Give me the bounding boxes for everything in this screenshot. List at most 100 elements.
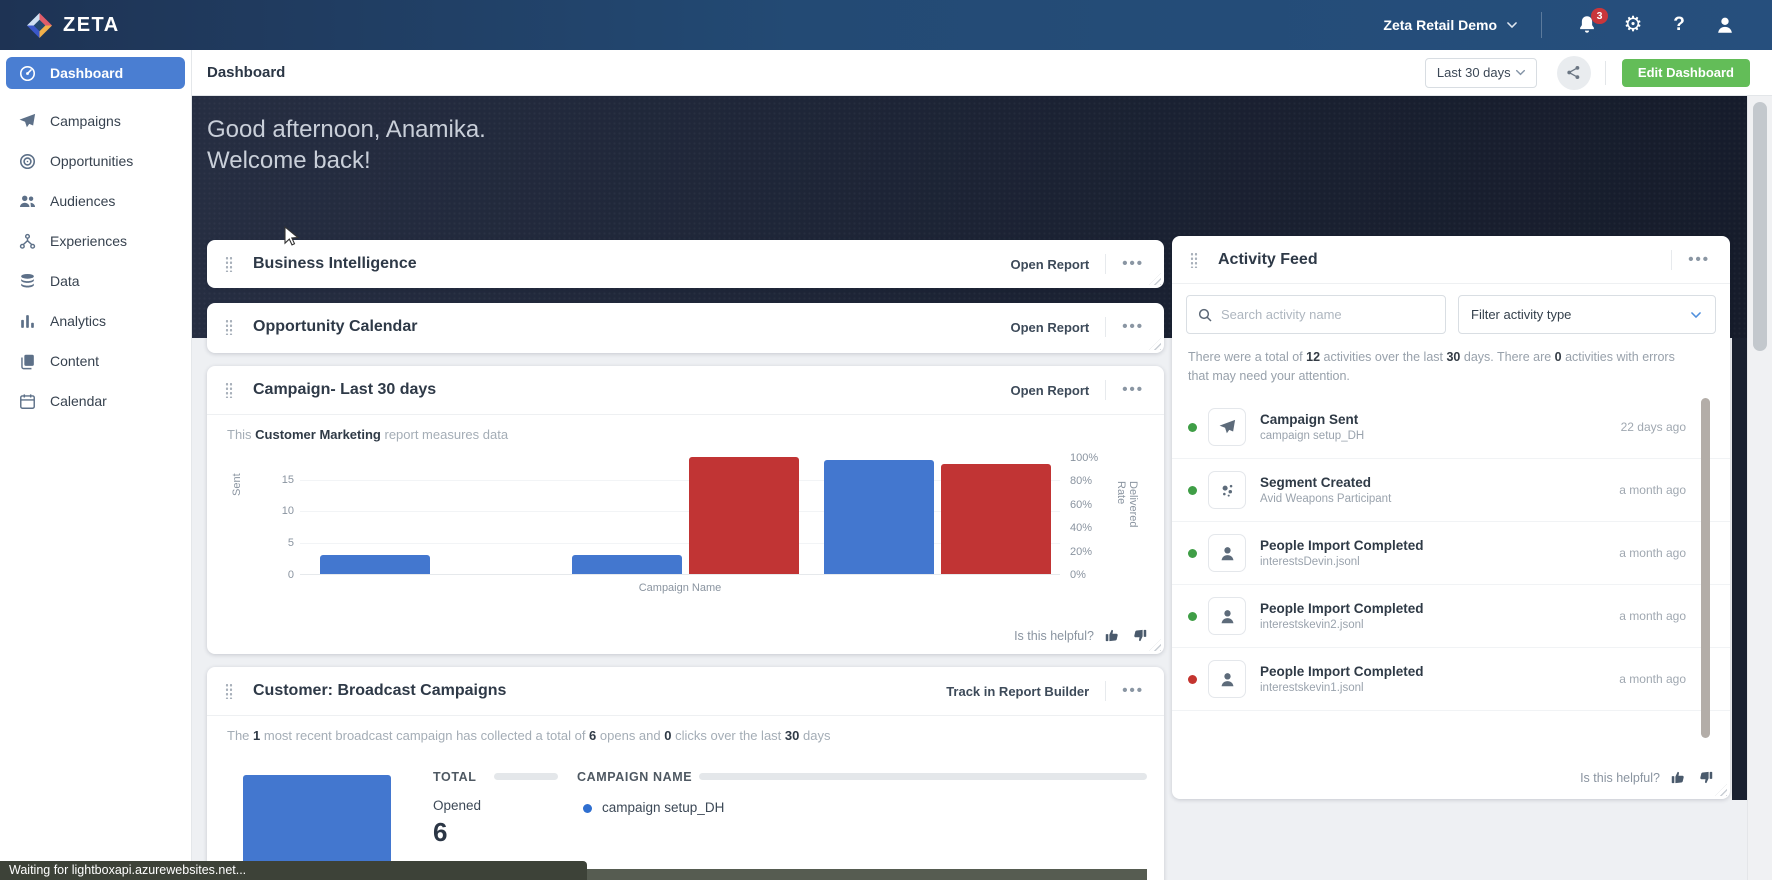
page-scrollbar-thumb[interactable]: [1753, 102, 1767, 351]
thumbs-up-icon[interactable]: [1104, 627, 1121, 644]
activity-time: a month ago: [1619, 483, 1686, 497]
person-icon: [1208, 534, 1246, 572]
sent-bar[interactable]: [320, 554, 430, 574]
activity-filter-select[interactable]: Filter activity type: [1458, 295, 1716, 334]
drag-handle-icon[interactable]: [1190, 251, 1198, 268]
activity-title: People Import Completed: [1260, 538, 1424, 553]
calendar-icon: [18, 392, 37, 411]
thumbs-up-icon[interactable]: [1670, 769, 1687, 786]
track-in-report-builder-link[interactable]: Track in Report Builder: [946, 683, 1090, 699]
activity-list: Campaign Sent campaign setup_DH 22 days ag…: [1172, 396, 1730, 711]
activity-filter-value: Filter activity type: [1471, 307, 1572, 322]
share-icon: [1565, 64, 1582, 81]
sidebar-item-data[interactable]: Data: [0, 261, 191, 301]
card-menu-button[interactable]: •••: [1122, 381, 1144, 398]
date-range-select[interactable]: Last 30 days: [1424, 57, 1537, 88]
x-axis-label: Campaign Name: [638, 582, 722, 594]
segment-icon: [1208, 471, 1246, 509]
settings-button[interactable]: ⚙: [1622, 14, 1644, 36]
sent-bar[interactable]: [824, 459, 934, 574]
delivered-rate-bar[interactable]: [941, 464, 1051, 574]
edit-dashboard-button[interactable]: Edit Dashboard: [1621, 58, 1750, 87]
open-report-link[interactable]: Open Report: [1010, 256, 1090, 272]
activity-item[interactable]: People Import Completed interestskevin2.j…: [1172, 585, 1730, 648]
helpful-row: Is this helpful?: [1580, 769, 1714, 786]
card-menu-button[interactable]: •••: [1122, 255, 1144, 272]
campaign-name-label: CAMPAIGN NAME: [577, 770, 693, 784]
card-title: Business Intelligence: [253, 255, 417, 272]
help-button[interactable]: ?: [1668, 14, 1690, 36]
thumbs-down-icon[interactable]: [1131, 627, 1148, 644]
hierarchy-icon: [18, 232, 37, 251]
resize-handle[interactable]: [1149, 639, 1161, 651]
page-scrollbar[interactable]: [1747, 96, 1772, 880]
activity-time: a month ago: [1619, 546, 1686, 560]
sidebar-item-analytics[interactable]: Analytics: [0, 301, 191, 341]
drag-handle-icon[interactable]: [225, 319, 233, 335]
sidebar-item-dashboard[interactable]: Dashboard: [6, 57, 185, 89]
open-report-link[interactable]: Open Report: [1010, 319, 1090, 335]
opened-label: Opened: [433, 798, 482, 813]
status-dot-success: [1188, 485, 1197, 495]
page-title: Dashboard: [207, 64, 286, 81]
y2-axis-tick: 60%: [1070, 498, 1093, 511]
sidebar-item-opportunities[interactable]: Opportunities: [0, 141, 191, 181]
y2-axis-tick: 80%: [1070, 475, 1093, 488]
notifications-button[interactable]: 3: [1576, 8, 1608, 36]
activity-feed-title: Activity Feed: [1218, 250, 1318, 268]
card-title: Opportunity Calendar: [253, 318, 418, 335]
date-range-value: Last 30 days: [1436, 65, 1511, 80]
activity-item[interactable]: Segment Created Avid Weapons Participant a…: [1172, 459, 1730, 522]
sidebar-item-content[interactable]: Content: [0, 341, 191, 381]
share-button[interactable]: [1556, 55, 1591, 90]
drag-handle-icon[interactable]: [225, 683, 233, 699]
activity-item[interactable]: Campaign Sent campaign setup_DH 22 days ag…: [1172, 396, 1730, 459]
card-title: Customer: Broadcast Campaigns: [253, 682, 507, 699]
sidebar-item-label: Campaigns: [50, 113, 121, 129]
sidebar-item-campaigns[interactable]: Campaigns: [0, 101, 191, 141]
chevron-down-icon: [1514, 66, 1527, 79]
zeta-logo[interactable]: ZETA: [26, 12, 120, 39]
resize-handle[interactable]: [1715, 784, 1727, 796]
gridline: [300, 511, 1060, 513]
activity-summary: There were a total of 12 activities over…: [1188, 350, 1675, 383]
total-pill: [494, 773, 558, 780]
open-report-link[interactable]: Open Report: [1010, 382, 1090, 398]
y2-axis-label: Delivered Rate: [1115, 481, 1139, 528]
card-menu-button[interactable]: •••: [1688, 250, 1710, 268]
activity-item[interactable]: People Import Completed interestskevin1.j…: [1172, 648, 1730, 711]
activity-time: 22 days ago: [1620, 420, 1686, 434]
activity-search-input[interactable]: [1221, 307, 1435, 322]
y2-axis-tick: 40%: [1070, 522, 1093, 535]
card-menu-button[interactable]: •••: [1122, 318, 1144, 335]
activity-scrollbar[interactable]: [1701, 398, 1710, 738]
legend-label: campaign setup_DH: [602, 800, 725, 815]
topbar-divider: [1541, 12, 1542, 38]
sidebar-item-label: Opportunities: [50, 153, 134, 169]
sent-bar[interactable]: [572, 554, 682, 574]
greeting-line2: Welcome back!: [207, 147, 371, 174]
dashboard-icon: [18, 64, 37, 83]
y-axis-tick: 10: [281, 505, 294, 518]
person-icon: [1714, 14, 1736, 36]
sidebar-item-calendar[interactable]: Calendar: [0, 381, 191, 421]
sidebar-item-audiences[interactable]: Audiences: [0, 181, 191, 221]
activity-search[interactable]: [1186, 295, 1446, 334]
sidebar-item-experiences[interactable]: Experiences: [0, 221, 191, 261]
chart-description: This Customer Marketing report measures …: [227, 427, 509, 442]
search-icon: [1197, 307, 1213, 323]
account-switcher[interactable]: Zeta Retail Demo: [1383, 17, 1519, 33]
drag-handle-icon[interactable]: [225, 256, 233, 272]
topbar: ZETA Zeta Retail Demo 3 ⚙ ?: [0, 0, 1772, 50]
card-menu-button[interactable]: •••: [1122, 682, 1144, 699]
activity-item[interactable]: People Import Completed interestsDevin.js…: [1172, 522, 1730, 585]
gridline: [300, 479, 1060, 481]
drag-handle-icon[interactable]: [225, 382, 233, 398]
paper-plane-icon: [1208, 408, 1246, 446]
card-broadcast-campaigns: Customer: Broadcast Campaigns Track in R…: [207, 667, 1164, 880]
sidebar-item-label: Calendar: [50, 393, 107, 409]
delivered-rate-bar[interactable]: [689, 457, 799, 574]
profile-button[interactable]: [1714, 14, 1736, 36]
thumbs-down-icon[interactable]: [1697, 769, 1714, 786]
activity-time: a month ago: [1619, 672, 1686, 686]
